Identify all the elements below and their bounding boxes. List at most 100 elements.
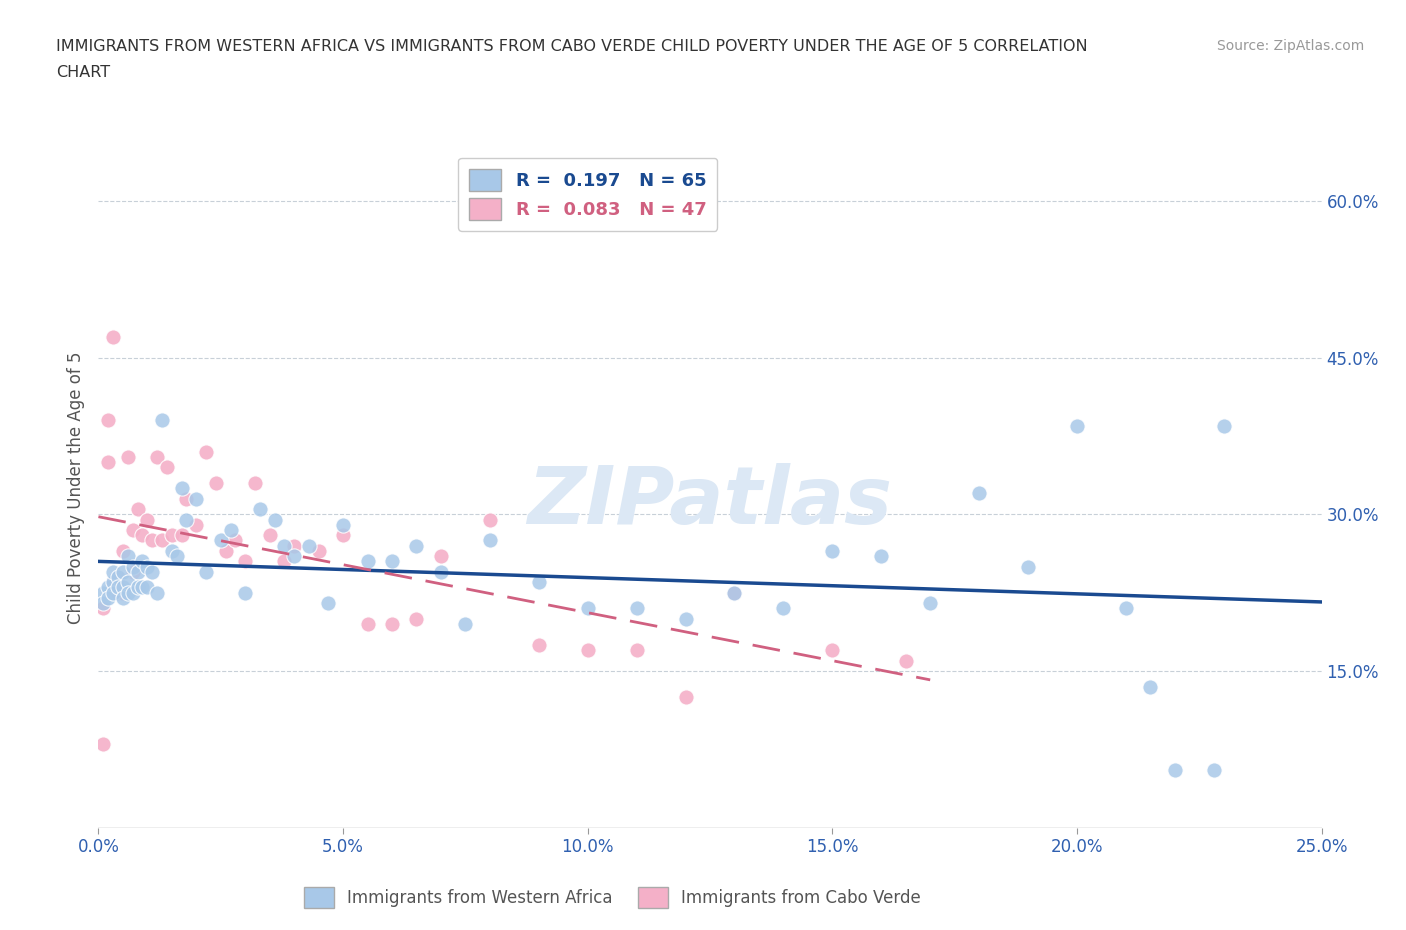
Point bbox=[146, 449, 169, 464]
Point bbox=[894, 653, 917, 668]
Point bbox=[150, 413, 173, 428]
Point bbox=[146, 585, 169, 600]
Point bbox=[117, 575, 139, 590]
Point bbox=[131, 554, 153, 569]
Point bbox=[97, 591, 120, 605]
Point bbox=[209, 533, 232, 548]
Point bbox=[170, 481, 193, 496]
Point bbox=[111, 591, 134, 605]
Point bbox=[195, 565, 218, 579]
Point bbox=[136, 580, 159, 595]
Point bbox=[356, 617, 378, 631]
Point bbox=[121, 559, 143, 574]
Point bbox=[195, 445, 218, 459]
Point bbox=[101, 329, 124, 344]
Point bbox=[454, 617, 477, 631]
Point bbox=[97, 580, 120, 595]
Point bbox=[381, 554, 404, 569]
Point bbox=[176, 512, 198, 527]
Point bbox=[101, 575, 124, 590]
Point bbox=[772, 601, 794, 616]
Point bbox=[136, 559, 159, 574]
Text: IMMIGRANTS FROM WESTERN AFRICA VS IMMIGRANTS FROM CABO VERDE CHILD POVERTY UNDER: IMMIGRANTS FROM WESTERN AFRICA VS IMMIGR… bbox=[56, 39, 1088, 54]
Point bbox=[821, 543, 844, 558]
Point bbox=[117, 585, 139, 600]
Point bbox=[430, 549, 453, 564]
Point bbox=[91, 585, 114, 600]
Point bbox=[576, 601, 599, 616]
Point bbox=[527, 637, 550, 652]
Point bbox=[127, 580, 149, 595]
Point bbox=[1115, 601, 1137, 616]
Point bbox=[263, 512, 285, 527]
Point bbox=[405, 538, 427, 553]
Point bbox=[141, 565, 163, 579]
Point bbox=[111, 580, 134, 595]
Point bbox=[723, 585, 745, 600]
Point bbox=[214, 543, 236, 558]
Point bbox=[243, 475, 266, 490]
Y-axis label: Child Poverty Under the Age of 5: Child Poverty Under the Age of 5 bbox=[66, 352, 84, 625]
Point bbox=[186, 517, 208, 532]
Point bbox=[283, 549, 305, 564]
Point bbox=[478, 533, 501, 548]
Point bbox=[111, 565, 134, 579]
Point bbox=[117, 549, 139, 564]
Point bbox=[160, 528, 183, 543]
Point bbox=[870, 549, 893, 564]
Point bbox=[381, 617, 404, 631]
Point bbox=[249, 501, 271, 516]
Point bbox=[273, 554, 295, 569]
Point bbox=[298, 538, 321, 553]
Point bbox=[675, 611, 697, 626]
Point bbox=[107, 580, 129, 595]
Text: Source: ZipAtlas.com: Source: ZipAtlas.com bbox=[1216, 39, 1364, 53]
Text: ZIPatlas: ZIPatlas bbox=[527, 463, 893, 541]
Point bbox=[430, 565, 453, 579]
Point bbox=[576, 643, 599, 658]
Point bbox=[821, 643, 844, 658]
Point bbox=[97, 455, 120, 470]
Point bbox=[332, 528, 354, 543]
Point bbox=[626, 601, 648, 616]
Point bbox=[141, 533, 163, 548]
Point bbox=[723, 585, 745, 600]
Point bbox=[107, 585, 129, 600]
Point bbox=[626, 643, 648, 658]
Point bbox=[131, 528, 153, 543]
Point bbox=[405, 611, 427, 626]
Point bbox=[1164, 763, 1187, 777]
Point bbox=[233, 585, 256, 600]
Point bbox=[150, 533, 173, 548]
Point bbox=[186, 491, 208, 506]
Point bbox=[160, 543, 183, 558]
Point bbox=[127, 565, 149, 579]
Point bbox=[107, 569, 129, 584]
Point bbox=[176, 491, 198, 506]
Point bbox=[91, 596, 114, 611]
Point bbox=[136, 512, 159, 527]
Point bbox=[332, 517, 354, 532]
Point bbox=[283, 538, 305, 553]
Point bbox=[920, 596, 942, 611]
Point bbox=[675, 690, 697, 705]
Point bbox=[107, 569, 129, 584]
Point bbox=[1066, 418, 1088, 433]
Legend: Immigrants from Western Africa, Immigrants from Cabo Verde: Immigrants from Western Africa, Immigran… bbox=[297, 881, 928, 914]
Point bbox=[1212, 418, 1234, 433]
Point bbox=[224, 533, 246, 548]
Point bbox=[131, 580, 153, 595]
Point bbox=[101, 575, 124, 590]
Point bbox=[259, 528, 281, 543]
Point bbox=[967, 486, 990, 501]
Point bbox=[117, 449, 139, 464]
Point bbox=[308, 543, 330, 558]
Point bbox=[1017, 559, 1039, 574]
Point bbox=[156, 460, 179, 475]
Point bbox=[101, 585, 124, 600]
Point bbox=[121, 523, 143, 538]
Point bbox=[121, 565, 143, 579]
Point bbox=[121, 585, 143, 600]
Point bbox=[273, 538, 295, 553]
Point bbox=[127, 501, 149, 516]
